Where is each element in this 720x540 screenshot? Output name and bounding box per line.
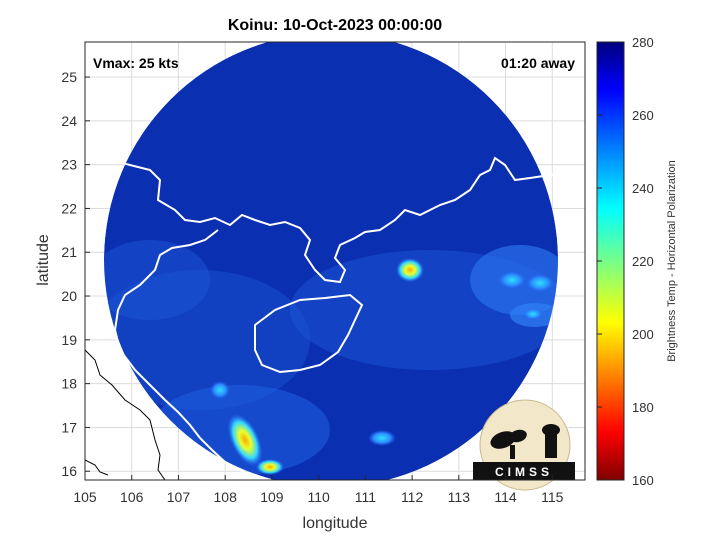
x-tick-label: 106 [120, 489, 144, 505]
x-tick-label: 115 [541, 489, 564, 505]
vmax-label: Vmax: 25 kts [93, 55, 179, 71]
land-borders [85, 349, 166, 480]
y-axis: 16 17 18 19 20 21 22 23 24 25 [61, 69, 90, 479]
x-axis: 105 106 107 108 109 110 111 112 113 114 115 [73, 475, 564, 505]
y-axis-label: latitude [35, 234, 52, 286]
colorbar-tick-label: 260 [632, 108, 654, 123]
chart-title: Koinu: 10-Oct-2023 00:00:00 [228, 17, 442, 34]
y-tick-label: 16 [61, 463, 77, 479]
x-tick-label: 110 [307, 489, 330, 505]
y-tick-label: 25 [61, 69, 77, 85]
x-tick-label: 108 [214, 489, 238, 505]
colorbar-tick-label: 200 [632, 327, 654, 342]
plot-area: CIMSS Vmax: 25 kts 01:20 away [84, 41, 586, 491]
cold-band [256, 459, 284, 475]
x-tick-label: 109 [260, 489, 284, 505]
x-tick-label: 112 [401, 489, 424, 505]
tower-tank [542, 424, 560, 436]
cold-band [227, 413, 263, 467]
border-line [85, 459, 109, 476]
colorbar-tick-label: 240 [632, 181, 654, 196]
coastline-hainan [254, 293, 364, 374]
logo-text: CIMSS [495, 465, 553, 479]
x-tick-label: 111 [355, 489, 376, 505]
colorbar-ticks: 160 180 200 220 240 260 280 [597, 35, 654, 488]
coastline-mainland [85, 148, 585, 284]
plot-frame [84, 41, 586, 481]
colorbar-tick-label: 220 [632, 254, 654, 269]
cold-spot [368, 430, 396, 446]
border-line [85, 349, 166, 480]
colorbar-label: Brightness Temp - Horizontal Polarizatio… [666, 160, 678, 362]
y-tick-label: 19 [61, 332, 77, 348]
swath-patch [104, 240, 210, 320]
satellite-dish-icon [509, 429, 527, 443]
y-tick-label: 18 [61, 376, 77, 392]
x-tick-label: 113 [448, 489, 471, 505]
cold-spot [523, 308, 543, 320]
x-tick-label: 114 [494, 489, 517, 505]
x-axis-label: longitude [303, 515, 368, 532]
cold-spot [526, 274, 554, 292]
cold-spot [210, 381, 230, 399]
cold-spot [396, 258, 424, 282]
y-tick-label: 24 [61, 113, 77, 129]
dish-mount [510, 445, 515, 459]
coastline-vietnam [113, 229, 256, 479]
y-tick-label: 21 [61, 244, 77, 260]
y-tick-label: 20 [61, 288, 77, 304]
y-tick-label: 17 [61, 419, 77, 435]
time-label: 01:20 away [501, 55, 575, 71]
coastlines [85, 148, 585, 479]
cold-spot [498, 271, 526, 289]
logo-band [473, 462, 575, 480]
y-tick-label: 23 [61, 157, 77, 173]
cimss-logo: CIMSS [473, 399, 575, 491]
colorbar-tick-label: 280 [632, 35, 654, 50]
colorbar: 160 180 200 220 240 260 280 Brightness Temp - … [596, 35, 678, 488]
swath-layer [104, 42, 558, 480]
colorbar-tick-label: 160 [632, 473, 654, 488]
x-tick-label: 107 [167, 489, 191, 505]
y-tick-label: 22 [61, 200, 77, 216]
satellite-dish-icon [490, 431, 516, 449]
colorbar-tick-label: 180 [632, 400, 654, 415]
x-tick-label: 105 [73, 489, 97, 505]
